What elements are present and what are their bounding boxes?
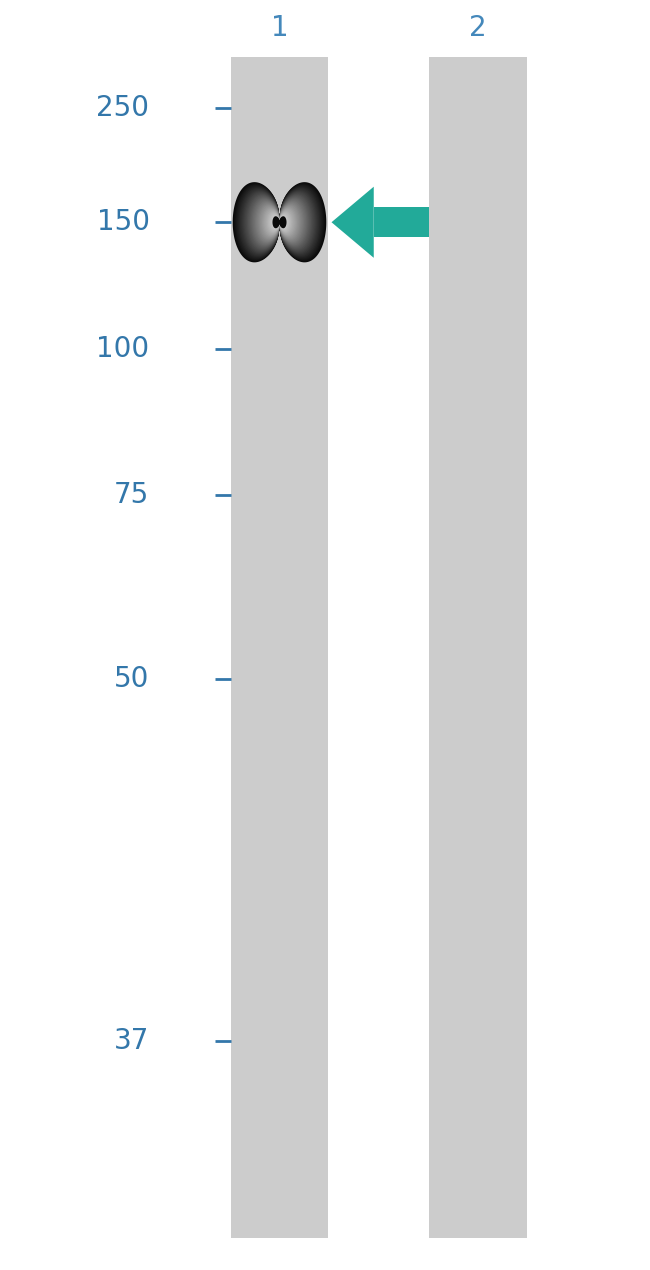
Polygon shape	[237, 187, 322, 258]
Polygon shape	[257, 203, 302, 241]
Polygon shape	[253, 199, 306, 245]
Bar	[374, 207, 429, 237]
Polygon shape	[233, 182, 326, 263]
Polygon shape	[246, 193, 313, 251]
Text: 100: 100	[96, 335, 150, 363]
Polygon shape	[235, 184, 324, 260]
Polygon shape	[263, 208, 296, 236]
Polygon shape	[242, 190, 317, 254]
Text: 2: 2	[469, 14, 487, 42]
Text: 37: 37	[114, 1027, 150, 1055]
Polygon shape	[261, 206, 298, 239]
Polygon shape	[274, 217, 285, 227]
Polygon shape	[252, 198, 307, 246]
Polygon shape	[236, 185, 323, 259]
Polygon shape	[265, 211, 294, 234]
Polygon shape	[276, 220, 283, 225]
Text: 250: 250	[96, 94, 150, 122]
Polygon shape	[244, 192, 315, 253]
Polygon shape	[240, 188, 319, 257]
Polygon shape	[241, 189, 318, 255]
Polygon shape	[270, 215, 289, 230]
Polygon shape	[262, 207, 297, 237]
Text: 50: 50	[114, 665, 150, 693]
Polygon shape	[266, 211, 292, 234]
Bar	[429, 57, 526, 1238]
Polygon shape	[332, 187, 374, 258]
Polygon shape	[256, 202, 303, 243]
Polygon shape	[255, 201, 304, 244]
Polygon shape	[248, 196, 311, 249]
Text: 150: 150	[96, 208, 150, 236]
Polygon shape	[243, 192, 316, 253]
Polygon shape	[272, 216, 287, 229]
Polygon shape	[250, 197, 309, 248]
Polygon shape	[277, 220, 282, 225]
Polygon shape	[269, 213, 290, 231]
Polygon shape	[247, 194, 312, 250]
Polygon shape	[275, 218, 284, 226]
Text: 75: 75	[114, 481, 150, 509]
Polygon shape	[271, 215, 288, 230]
Polygon shape	[254, 201, 306, 244]
Polygon shape	[259, 206, 300, 239]
Polygon shape	[278, 221, 281, 224]
Polygon shape	[239, 187, 320, 258]
Polygon shape	[234, 183, 325, 262]
Text: 1: 1	[270, 14, 289, 42]
Bar	[231, 57, 328, 1238]
Polygon shape	[249, 196, 310, 249]
Polygon shape	[265, 210, 294, 235]
Polygon shape	[259, 204, 300, 240]
Polygon shape	[268, 212, 291, 232]
